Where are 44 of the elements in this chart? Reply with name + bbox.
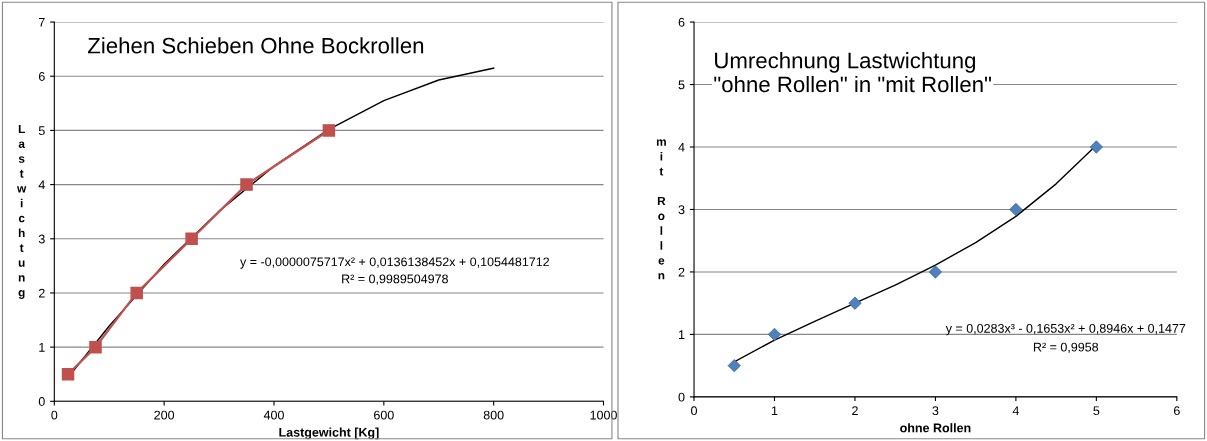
x-axis-title: ohne Rollen bbox=[900, 423, 971, 433]
point bbox=[240, 178, 253, 191]
annotation: R² = 0,9958 bbox=[1033, 342, 1099, 353]
annotation: R² = 0,9989504978 bbox=[342, 274, 448, 285]
y-tick-label: 4 bbox=[678, 142, 685, 152]
x-tick-label: 1 bbox=[771, 406, 778, 415]
y-tick-label: 5 bbox=[38, 126, 45, 136]
text: Lastwichtung bbox=[17, 124, 27, 299]
y-tick-label: 6 bbox=[38, 72, 45, 81]
text: Ziehen Schieben Ohne Bockrollen bbox=[87, 37, 424, 54]
annotation: y = 0,0283x³ - 0,1653x² + 0,8946x + 0,1477 bbox=[945, 323, 1186, 336]
x-tick-label: 200 bbox=[154, 410, 175, 420]
x-tick-label: 0 bbox=[691, 406, 698, 416]
x-tick-label: 400 bbox=[263, 410, 284, 420]
text: mit Rollen bbox=[656, 139, 666, 280]
point bbox=[61, 367, 75, 381]
point bbox=[322, 124, 336, 137]
point bbox=[130, 286, 143, 300]
x-tick-label: 0 bbox=[51, 410, 58, 420]
y-tick-label: 2 bbox=[678, 267, 685, 277]
y-tick-label: 1 bbox=[679, 330, 685, 339]
x-axis-title: Lastgewicht [Kg] bbox=[279, 427, 379, 440]
x-tick-label: 6 bbox=[1173, 406, 1180, 416]
y-tick-label: 0 bbox=[678, 392, 685, 402]
point bbox=[89, 340, 102, 354]
y-tick-label: 0 bbox=[38, 397, 45, 406]
y-tick-label: 3 bbox=[38, 234, 45, 244]
y-tick-label: 7 bbox=[38, 17, 45, 27]
x-tick-label: 2 bbox=[852, 406, 858, 415]
x-tick-label: 4 bbox=[1012, 406, 1019, 415]
y-tick-label: 4 bbox=[38, 180, 45, 190]
text: Umrechnung Lastwichtung "ohne Rollen" in "mit Rollen" bbox=[714, 52, 991, 93]
point bbox=[185, 232, 198, 246]
annotation: y = -0,0000075717x² + 0,0136138452x + 0,1054481712 bbox=[240, 257, 550, 269]
x-tick-label: 5 bbox=[1093, 406, 1100, 416]
y-tick-label: 1 bbox=[39, 343, 45, 352]
x-tick-label: 1000 bbox=[590, 410, 617, 420]
y-tick-label: 6 bbox=[678, 17, 685, 27]
x-tick-label: 3 bbox=[932, 406, 939, 416]
y-tick-label: 5 bbox=[678, 80, 685, 90]
y-tick-label: 2 bbox=[38, 288, 45, 298]
y-tick-label: 3 bbox=[678, 205, 685, 215]
x-tick-label: 800 bbox=[483, 410, 504, 420]
x-tick-label: 600 bbox=[374, 410, 394, 420]
